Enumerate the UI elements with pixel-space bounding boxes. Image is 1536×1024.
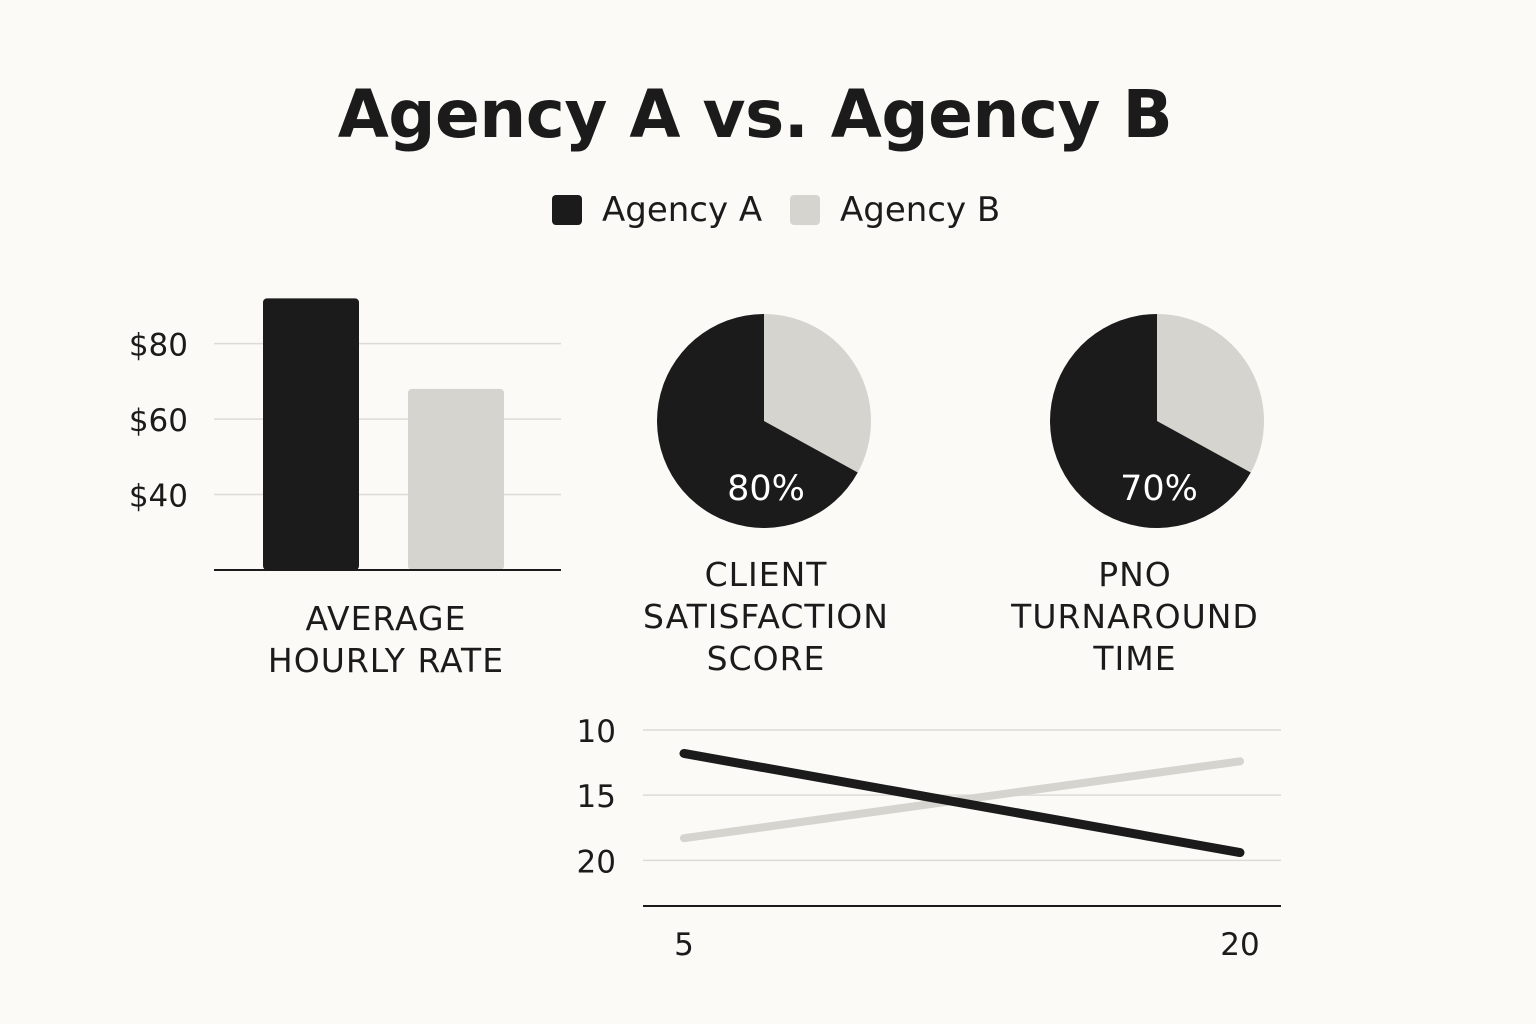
- line-ytick-label: 15: [577, 779, 616, 815]
- bar-ytick-label: $80: [129, 328, 188, 364]
- legend-swatch-agency-a: [552, 195, 582, 225]
- pie-turnaround-slice-agency-b: [1157, 314, 1264, 473]
- line-xtick-label: 5: [674, 927, 694, 963]
- line-xtick-label: 20: [1220, 927, 1259, 963]
- legend-label-agency-b: Agency B: [840, 190, 1001, 230]
- legend-item-agency-b: Agency B: [790, 188, 1000, 232]
- pie-satisfaction-value-label: 80%: [727, 469, 805, 509]
- legend-swatch-agency-b: [790, 195, 820, 225]
- pie-satisfaction-slice-agency-a: [657, 314, 858, 528]
- pie-satisfaction-slice-agency-b: [764, 314, 871, 473]
- line-series-agency-a: [679, 748, 1245, 858]
- bar-ytick-label: $60: [129, 403, 188, 439]
- bar-ytick-label: $40: [129, 479, 188, 515]
- bar-chart-caption: AVERAGE HOURLY RATE: [267, 599, 505, 680]
- legend-item-agency-a: Agency A: [552, 188, 762, 232]
- bar-agency-a: [263, 298, 359, 570]
- pie-turnaround-slice-agency-a: [1049, 314, 1251, 528]
- pie-turnaround-caption: PNO TURNAROUND TIME: [1011, 555, 1259, 678]
- bar-agency-b: [408, 388, 504, 570]
- line-ytick-label: 10: [577, 714, 616, 750]
- pie-satisfaction-caption: CLIENT SATISFACTION SCORE: [643, 555, 889, 678]
- legend-label-agency-a: Agency A: [602, 190, 763, 230]
- line-ytick-label: 20: [577, 844, 616, 880]
- chart-title: Agency A vs. Agency B: [337, 76, 1173, 153]
- pie-turnaround-value-label: 70%: [1120, 469, 1198, 509]
- legend: Agency A Agency B: [0, 188, 1536, 232]
